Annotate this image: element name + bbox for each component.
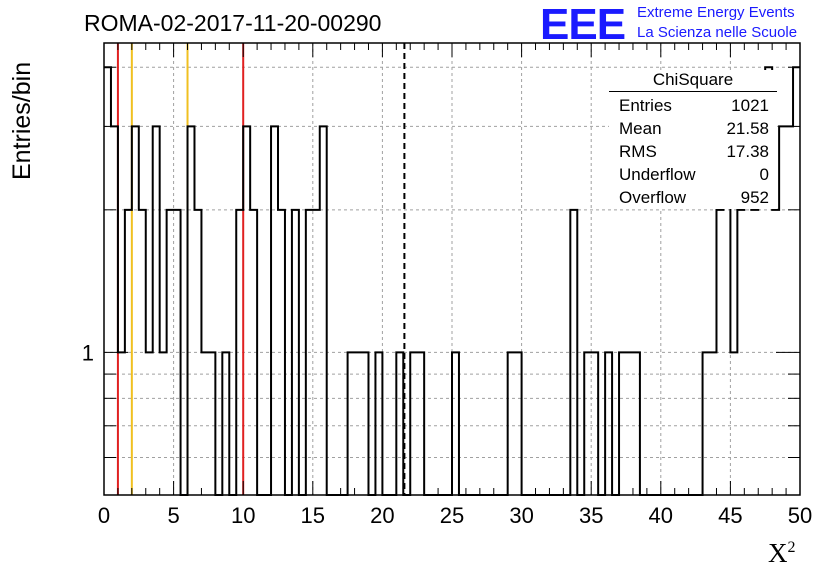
histogram-bin bbox=[730, 352, 737, 495]
histogram-bin bbox=[633, 352, 640, 495]
histogram-bin bbox=[508, 352, 515, 495]
histogram-bin bbox=[236, 210, 243, 495]
histogram-bin bbox=[111, 126, 118, 495]
histogram-bin bbox=[132, 126, 139, 495]
histogram-bin bbox=[320, 126, 327, 495]
histogram-bin bbox=[716, 210, 723, 495]
histogram-bin bbox=[160, 352, 167, 495]
histogram-bin bbox=[626, 352, 633, 495]
histogram-bin bbox=[793, 67, 800, 495]
stats-box: ChiSquare Entries 1021 Mean 21.58 RMS 17.38… bbox=[609, 70, 777, 209]
histogram-bin bbox=[737, 210, 744, 495]
x-tick-label: 25 bbox=[440, 503, 464, 528]
x-tick-label: 30 bbox=[509, 503, 533, 528]
histogram-bin bbox=[306, 210, 313, 495]
histogram-bin bbox=[167, 210, 174, 495]
histogram-bin bbox=[153, 126, 160, 495]
histogram-bin bbox=[605, 352, 612, 495]
x-tick-label: 20 bbox=[370, 503, 394, 528]
histogram-bin bbox=[375, 352, 382, 495]
histogram-bin bbox=[710, 352, 717, 495]
histogram-bin bbox=[591, 352, 598, 495]
histogram-bin bbox=[570, 210, 577, 495]
histogram-bin bbox=[201, 352, 208, 495]
logo-text-line2: La Scienza nelle Scuole bbox=[637, 24, 798, 41]
histogram-bin bbox=[188, 126, 195, 495]
stats-title: ChiSquare bbox=[609, 70, 777, 92]
histogram-bin bbox=[243, 126, 250, 495]
histogram-bin bbox=[278, 210, 285, 495]
histogram-bin bbox=[584, 352, 591, 495]
histogram-bin bbox=[139, 210, 146, 495]
histogram-bin bbox=[271, 126, 278, 495]
histogram-bin bbox=[194, 210, 201, 495]
histogram-bin bbox=[118, 352, 125, 495]
histogram-bin bbox=[292, 210, 299, 495]
histogram-bin bbox=[452, 352, 459, 495]
stats-row-mean: Mean 21.58 bbox=[619, 119, 769, 138]
x-tick-label: 15 bbox=[301, 503, 325, 528]
histogram-bin bbox=[786, 126, 793, 495]
stats-row-rms: RMS 17.38 bbox=[619, 142, 769, 161]
eee-logo: EEE bbox=[540, 0, 626, 49]
histogram-bin bbox=[250, 210, 257, 495]
logo-text-line1: Extreme Energy Events bbox=[637, 4, 795, 21]
x-tick-label: 5 bbox=[167, 503, 179, 528]
histogram-bin bbox=[208, 352, 215, 495]
x-axis-label: X2 bbox=[768, 538, 796, 568]
histogram-bin bbox=[515, 352, 522, 495]
x-tick-label: 45 bbox=[718, 503, 742, 528]
histogram-bin bbox=[104, 67, 111, 495]
histogram-bin bbox=[362, 352, 369, 495]
histogram-bin bbox=[355, 352, 362, 495]
stats-row-entries: Entries 1021 bbox=[619, 96, 769, 115]
stats-row-underflow: Underflow 0 bbox=[619, 165, 769, 184]
x-tick-label: 35 bbox=[579, 503, 603, 528]
histogram-bin bbox=[222, 352, 229, 495]
x-tick-label: 40 bbox=[649, 503, 673, 528]
histogram-bin bbox=[313, 210, 320, 495]
histogram-bin bbox=[417, 352, 424, 495]
stats-row-overflow: Overflow 952 bbox=[619, 188, 769, 207]
histogram-bin bbox=[619, 352, 626, 495]
x-tick-label: 0 bbox=[98, 503, 110, 528]
y-tick-label: 1 bbox=[82, 340, 94, 365]
histogram-bin bbox=[779, 126, 786, 495]
x-tick-label: 50 bbox=[788, 503, 812, 528]
histogram-bin bbox=[174, 210, 181, 495]
histogram-bin bbox=[703, 352, 710, 495]
histogram-bin bbox=[396, 352, 403, 495]
chart-title: ROMA-02-2017-11-20-00290 bbox=[84, 10, 382, 36]
histogram-bin bbox=[146, 352, 153, 495]
histogram-bin bbox=[751, 210, 758, 495]
histogram-bin bbox=[410, 352, 417, 495]
y-axis-label: Entries/bin bbox=[8, 61, 36, 180]
histogram-bin bbox=[348, 352, 355, 495]
x-tick-label: 10 bbox=[231, 503, 255, 528]
